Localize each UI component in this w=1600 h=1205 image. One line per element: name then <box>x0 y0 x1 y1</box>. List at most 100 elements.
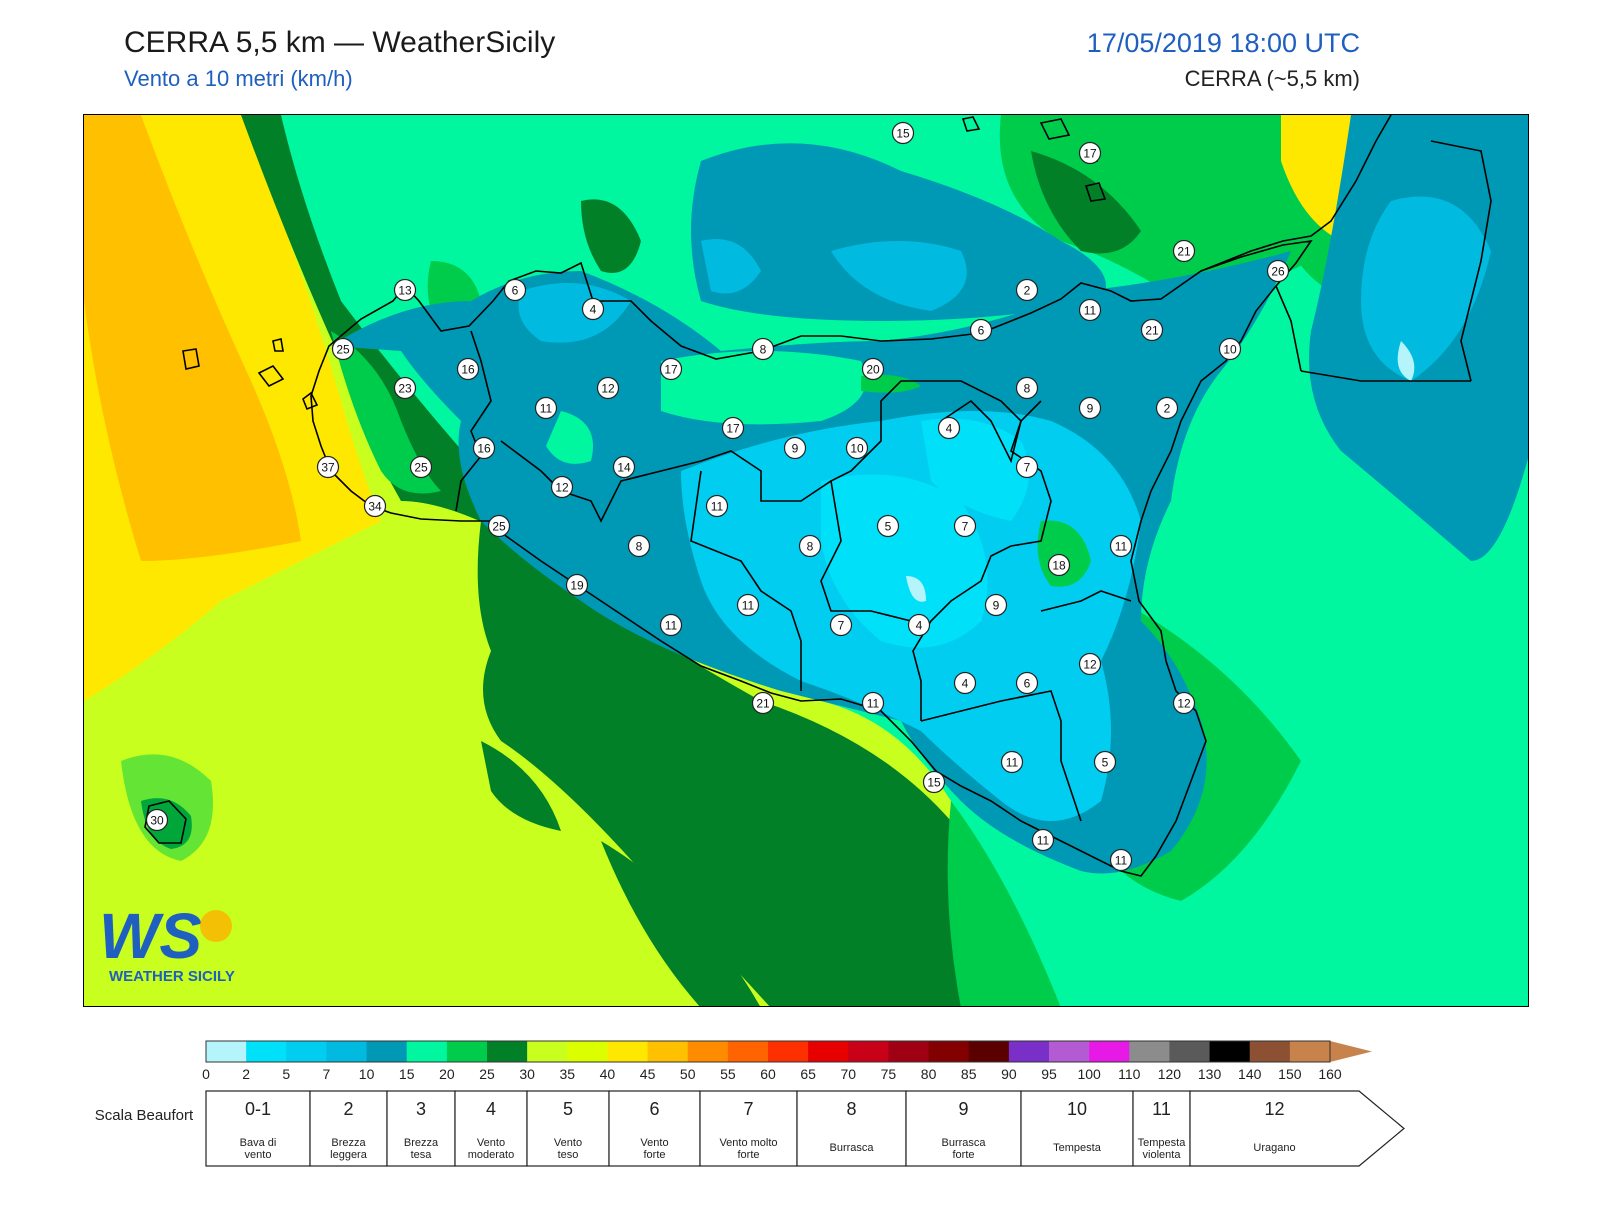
station-marker: 8 <box>751 337 775 361</box>
station-marker: 8 <box>1015 376 1039 400</box>
station-value: 8 <box>636 540 643 554</box>
scale-swatch <box>206 1041 247 1062</box>
scale-swatch <box>326 1041 368 1062</box>
station-marker: 7 <box>1015 455 1039 479</box>
scale-tick-label: 90 <box>1001 1066 1017 1082</box>
station-value: 25 <box>414 461 428 475</box>
beaufort-description: Tempesta violenta <box>1138 1137 1187 1161</box>
scale-tick-label: 25 <box>479 1066 495 1082</box>
station-value: 23 <box>398 382 412 396</box>
beaufort-item: 5 Vento teso <box>526 1090 610 1167</box>
scale-tick-label: 75 <box>881 1066 897 1082</box>
station-marker: 11 <box>1031 828 1055 852</box>
scale-tick-label: 15 <box>399 1066 415 1082</box>
station-value: 11 <box>1037 834 1050 848</box>
station-marker: 34 <box>363 494 387 518</box>
station-marker: 11 <box>1078 298 1102 322</box>
station-marker: 6 <box>1015 671 1039 695</box>
scale-tick-label: 5 <box>282 1066 290 1082</box>
station-value: 15 <box>896 127 910 141</box>
station-value: 30 <box>150 814 164 828</box>
scale-swatch <box>928 1041 970 1062</box>
station-value: 7 <box>1024 461 1031 475</box>
scale-swatch <box>808 1041 849 1062</box>
scale-tick-label: 45 <box>640 1066 656 1082</box>
station-value: 11 <box>540 402 553 416</box>
scale-swatch <box>968 1041 1010 1062</box>
beaufort-description: Brezza leggera <box>330 1137 368 1161</box>
color-scale <box>205 1040 1372 1063</box>
scale-tick-label: 0 <box>202 1066 210 1082</box>
station-marker: 25 <box>331 337 355 361</box>
station-marker: 6 <box>969 318 993 342</box>
scale-tick-label: 85 <box>961 1066 977 1082</box>
scale-swatch <box>687 1041 729 1062</box>
scale-tick-label: 150 <box>1278 1066 1302 1082</box>
station-value: 12 <box>555 481 569 495</box>
station-value: 11 <box>711 500 724 514</box>
station-marker: 13 <box>393 278 417 302</box>
beaufort-number: 0-1 <box>245 1099 271 1119</box>
station-marker: 5 <box>876 514 900 538</box>
beaufort-number: 7 <box>743 1099 753 1119</box>
scale-swatch <box>567 1041 608 1062</box>
station-value: 11 <box>665 619 678 633</box>
station-value: 11 <box>1115 540 1128 554</box>
beaufort-item: 9 Burrasca forte <box>905 1090 1022 1167</box>
scale-swatch <box>527 1041 568 1062</box>
scale-tick-label: 80 <box>921 1066 937 1082</box>
scale-tick-label: 120 <box>1158 1066 1182 1082</box>
beaufort-description: Uragano <box>1253 1142 1295 1154</box>
beaufort-item: 8 Burrasca <box>796 1090 907 1167</box>
station-value: 10 <box>850 442 864 456</box>
beaufort-number: 10 <box>1067 1099 1087 1119</box>
scale-tick-label: 10 <box>359 1066 375 1082</box>
scale-swatch <box>647 1041 689 1062</box>
scale-swatch <box>1209 1041 1251 1062</box>
station-value: 2 <box>1164 402 1171 416</box>
scale-tick-label: 140 <box>1238 1066 1262 1082</box>
station-value: 2 <box>1024 284 1031 298</box>
station-marker: 12 <box>596 376 620 400</box>
scale-swatch <box>727 1041 769 1062</box>
station-value: 12 <box>601 382 615 396</box>
logo-mark: WS <box>99 900 202 972</box>
station-value: 4 <box>962 677 969 691</box>
station-marker: 4 <box>581 297 605 321</box>
station-marker: 37 <box>316 455 340 479</box>
station-value: 8 <box>807 540 814 554</box>
station-value: 11 <box>1006 756 1019 770</box>
beaufort-number: 9 <box>958 1099 968 1119</box>
station-marker: 25 <box>409 455 433 479</box>
station-value: 34 <box>368 500 382 514</box>
station-value: 5 <box>1102 756 1109 770</box>
station-value: 8 <box>1024 382 1031 396</box>
beaufort-description: Burrasca forte <box>941 1137 986 1161</box>
map-subtitle: Vento a 10 metri (km/h) <box>124 66 353 91</box>
wind-map: 15 17 21 26 13 6 4 2 11 21 6 8 10 25 16 17 20 23 12 8 9 2 11 17… <box>83 114 1529 1007</box>
beaufort-description: Brezza tesa <box>404 1137 439 1161</box>
station-marker: 30 <box>145 808 169 832</box>
beaufort-description: Burrasca <box>829 1142 874 1154</box>
station-marker: 6 <box>503 278 527 302</box>
station-marker: 4 <box>937 416 961 440</box>
scale-tick-label: 110 <box>1118 1066 1141 1082</box>
station-marker: 11 <box>1109 534 1133 558</box>
beaufort-number: 5 <box>563 1099 573 1119</box>
scale-tick-label: 35 <box>559 1066 575 1082</box>
scale-swatch <box>888 1041 930 1062</box>
scale-swatch <box>446 1041 488 1062</box>
station-value: 7 <box>838 619 845 633</box>
station-value: 9 <box>792 442 799 456</box>
weathersicily-logo: WS WEATHER SICILY <box>99 900 235 985</box>
station-value: 4 <box>946 422 953 436</box>
station-marker: 2 <box>1015 278 1039 302</box>
station-marker: 14 <box>612 455 636 479</box>
station-value: 14 <box>617 461 631 475</box>
station-value: 9 <box>1087 402 1094 416</box>
scale-tick-label: 95 <box>1041 1066 1057 1082</box>
station-marker: 17 <box>1078 141 1102 165</box>
station-marker: 7 <box>829 613 853 637</box>
station-value: 11 <box>1084 304 1097 318</box>
